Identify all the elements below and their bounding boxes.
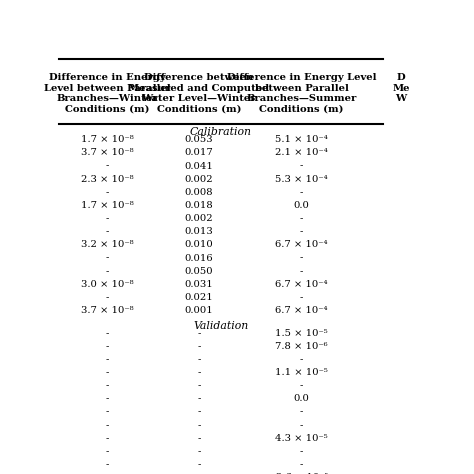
Text: -: -	[300, 382, 303, 391]
Text: 0.017: 0.017	[184, 148, 213, 157]
Text: 0.001: 0.001	[184, 306, 213, 315]
Text: 0.021: 0.021	[184, 293, 213, 302]
Text: -: -	[105, 329, 109, 338]
Text: -: -	[105, 214, 109, 223]
Text: -: -	[197, 421, 201, 430]
Text: 0.0: 0.0	[294, 201, 310, 210]
Text: -: -	[105, 434, 109, 443]
Text: -: -	[105, 293, 109, 302]
Text: 2.1 × 10⁻⁴: 2.1 × 10⁻⁴	[275, 148, 328, 157]
Text: -: -	[197, 408, 201, 417]
Text: 0.013: 0.013	[184, 228, 213, 237]
Text: 0.016: 0.016	[184, 254, 213, 263]
Text: -: -	[197, 434, 201, 443]
Text: -: -	[105, 421, 109, 430]
Text: -: -	[300, 447, 303, 456]
Text: -: -	[105, 368, 109, 377]
Text: D
Me
W: D Me W	[392, 73, 410, 103]
Text: -: -	[105, 382, 109, 391]
Text: -: -	[105, 254, 109, 263]
Text: -: -	[105, 355, 109, 364]
Text: -: -	[105, 342, 109, 351]
Text: -: -	[300, 228, 303, 237]
Text: 0.010: 0.010	[184, 240, 213, 249]
Text: 1.7 × 10⁻⁸: 1.7 × 10⁻⁸	[81, 136, 133, 145]
Text: 6.7 × 10⁻⁴: 6.7 × 10⁻⁴	[275, 280, 328, 289]
Text: -: -	[105, 267, 109, 276]
Text: -: -	[105, 408, 109, 417]
Text: 2.3 × 10⁻⁸: 2.3 × 10⁻⁸	[81, 175, 133, 184]
Text: -: -	[300, 408, 303, 417]
Text: 5.3 × 10⁻⁴: 5.3 × 10⁻⁴	[275, 175, 328, 184]
Text: 0.002: 0.002	[184, 214, 213, 223]
Text: -: -	[300, 460, 303, 469]
Text: -: -	[300, 254, 303, 263]
Text: Calibration: Calibration	[190, 128, 252, 137]
Text: -: -	[300, 267, 303, 276]
Text: -: -	[300, 188, 303, 197]
Text: Validation: Validation	[193, 321, 248, 331]
Text: 0.053: 0.053	[184, 136, 213, 145]
Text: 6.7 × 10⁻⁴: 6.7 × 10⁻⁴	[275, 306, 328, 315]
Text: 5.1 × 10⁻⁴: 5.1 × 10⁻⁴	[275, 136, 328, 145]
Text: -: -	[197, 460, 201, 469]
Text: -: -	[197, 368, 201, 377]
Text: 3.7 × 10⁻⁸: 3.7 × 10⁻⁸	[81, 148, 133, 157]
Text: 4.3 × 10⁻⁵: 4.3 × 10⁻⁵	[275, 434, 328, 443]
Text: -: -	[197, 447, 201, 456]
Text: 0.008: 0.008	[184, 188, 213, 197]
Text: -: -	[105, 162, 109, 171]
Text: 1.5 × 10⁻⁵: 1.5 × 10⁻⁵	[275, 329, 328, 338]
Text: 1.7 × 10⁻⁸: 1.7 × 10⁻⁸	[81, 201, 133, 210]
Text: -: -	[105, 460, 109, 469]
Text: -: -	[300, 214, 303, 223]
Text: Difference in Energy
Level between Parallel
Branches—Winter
Conditions (m): Difference in Energy Level between Paral…	[44, 73, 170, 113]
Text: 1.1 × 10⁻⁵: 1.1 × 10⁻⁵	[275, 368, 328, 377]
Text: -: -	[300, 162, 303, 171]
Text: Difference in Energy Level
between Parallel
Branches—Summer
Conditions (m): Difference in Energy Level between Paral…	[227, 73, 376, 113]
Text: 0.050: 0.050	[184, 267, 213, 276]
Text: -: -	[105, 188, 109, 197]
Text: 0.041: 0.041	[184, 162, 213, 171]
Text: 3.0 × 10⁻⁸: 3.0 × 10⁻⁸	[81, 280, 133, 289]
Text: 7.8 × 10⁻⁶: 7.8 × 10⁻⁶	[275, 342, 328, 351]
Text: -: -	[105, 228, 109, 237]
Text: 3.2 × 10⁻⁸: 3.2 × 10⁻⁸	[81, 240, 133, 249]
Text: -: -	[197, 394, 201, 403]
Text: -: -	[300, 421, 303, 430]
Text: -: -	[300, 293, 303, 302]
Text: -: -	[197, 355, 201, 364]
Text: 6.7 × 10⁻⁴: 6.7 × 10⁻⁴	[275, 240, 328, 249]
Text: 3.7 × 10⁻⁸: 3.7 × 10⁻⁸	[81, 306, 133, 315]
Text: 0.002: 0.002	[184, 175, 213, 184]
Text: -: -	[105, 447, 109, 456]
Text: 0.0: 0.0	[294, 394, 310, 403]
Text: 0.031: 0.031	[184, 280, 213, 289]
Text: -: -	[197, 342, 201, 351]
Text: Difference between
Measured and Computed
Water Level—Winter
Conditions (m): Difference between Measured and Computed…	[128, 73, 269, 113]
Text: -: -	[105, 394, 109, 403]
Text: -: -	[197, 382, 201, 391]
Text: -: -	[300, 355, 303, 364]
Text: 0.018: 0.018	[184, 201, 213, 210]
Text: -: -	[197, 329, 201, 338]
